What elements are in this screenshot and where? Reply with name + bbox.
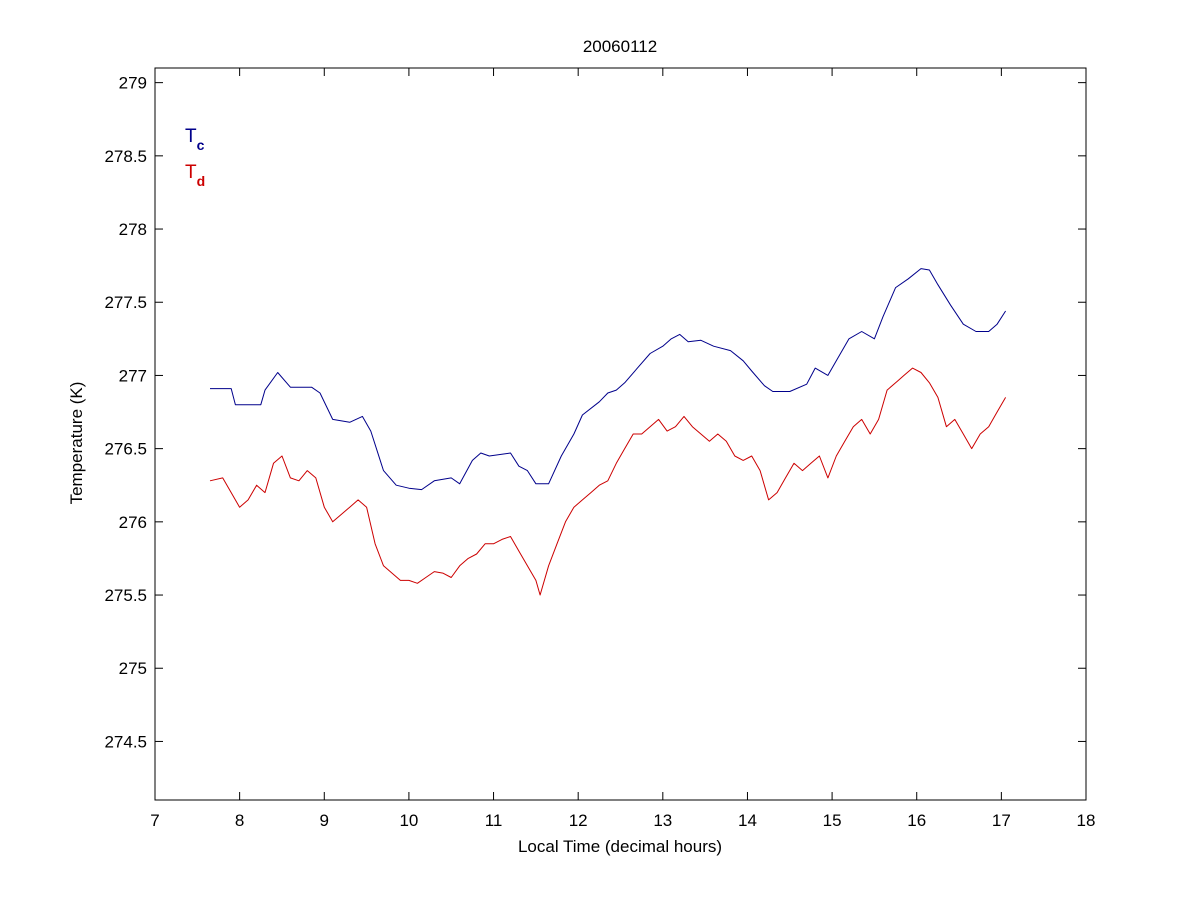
series-line-td [209,367,1007,596]
x-tick-label: 17 [992,811,1011,830]
x-tick-label: 8 [235,811,244,830]
legend: Tc Td [185,126,205,189]
y-tick-label: 278.5 [104,147,147,166]
y-tick-label: 277 [119,366,147,385]
x-tick-label: 12 [569,811,588,830]
y-tick-label: 275 [119,659,147,678]
x-tick-label: 9 [320,811,329,830]
ticks-layer: 7 8 9 10 11 12 13 14 15 16 17 18 274.5 275 275.5 276 276… [104,68,1095,830]
y-tick-label: 276 [119,513,147,532]
y-tick-label: 277.5 [104,293,147,312]
legend-entry-td-name: T [185,162,197,183]
x-tick-label: 11 [485,811,503,830]
legend-entry-tc-name: T [185,126,197,147]
plot-frame [154,67,1087,801]
legend-entry-tc: Tc [185,126,205,153]
series-layer [209,268,1007,596]
x-tick-label: 15 [823,811,842,830]
plot-area [154,67,1087,801]
x-axis-title: Local Time (decimal hours) [518,837,722,856]
y-tick-label: 276.5 [104,440,147,459]
series-line-tc [210,268,1007,491]
legend-entry-td: Td [185,162,205,189]
y-axis-title: Temperature (K) [67,382,86,505]
x-tick-label: 7 [150,811,159,830]
x-tick-label: 10 [399,811,418,830]
legend-entry-td-subscript: d [197,173,206,189]
x-tick-label: 13 [653,811,672,830]
y-tick-label: 278 [119,220,147,239]
x-tick-label: 18 [1077,811,1096,830]
y-tick-label: 279 [119,74,147,93]
chart-title: 20060112 [583,37,657,56]
y-tick-label: 274.5 [104,732,147,751]
legend-entry-tc-subscript: c [197,137,205,153]
x-tick-label: 14 [738,811,757,830]
x-tick-label: 16 [907,811,926,830]
y-tick-label: 275.5 [104,586,147,605]
